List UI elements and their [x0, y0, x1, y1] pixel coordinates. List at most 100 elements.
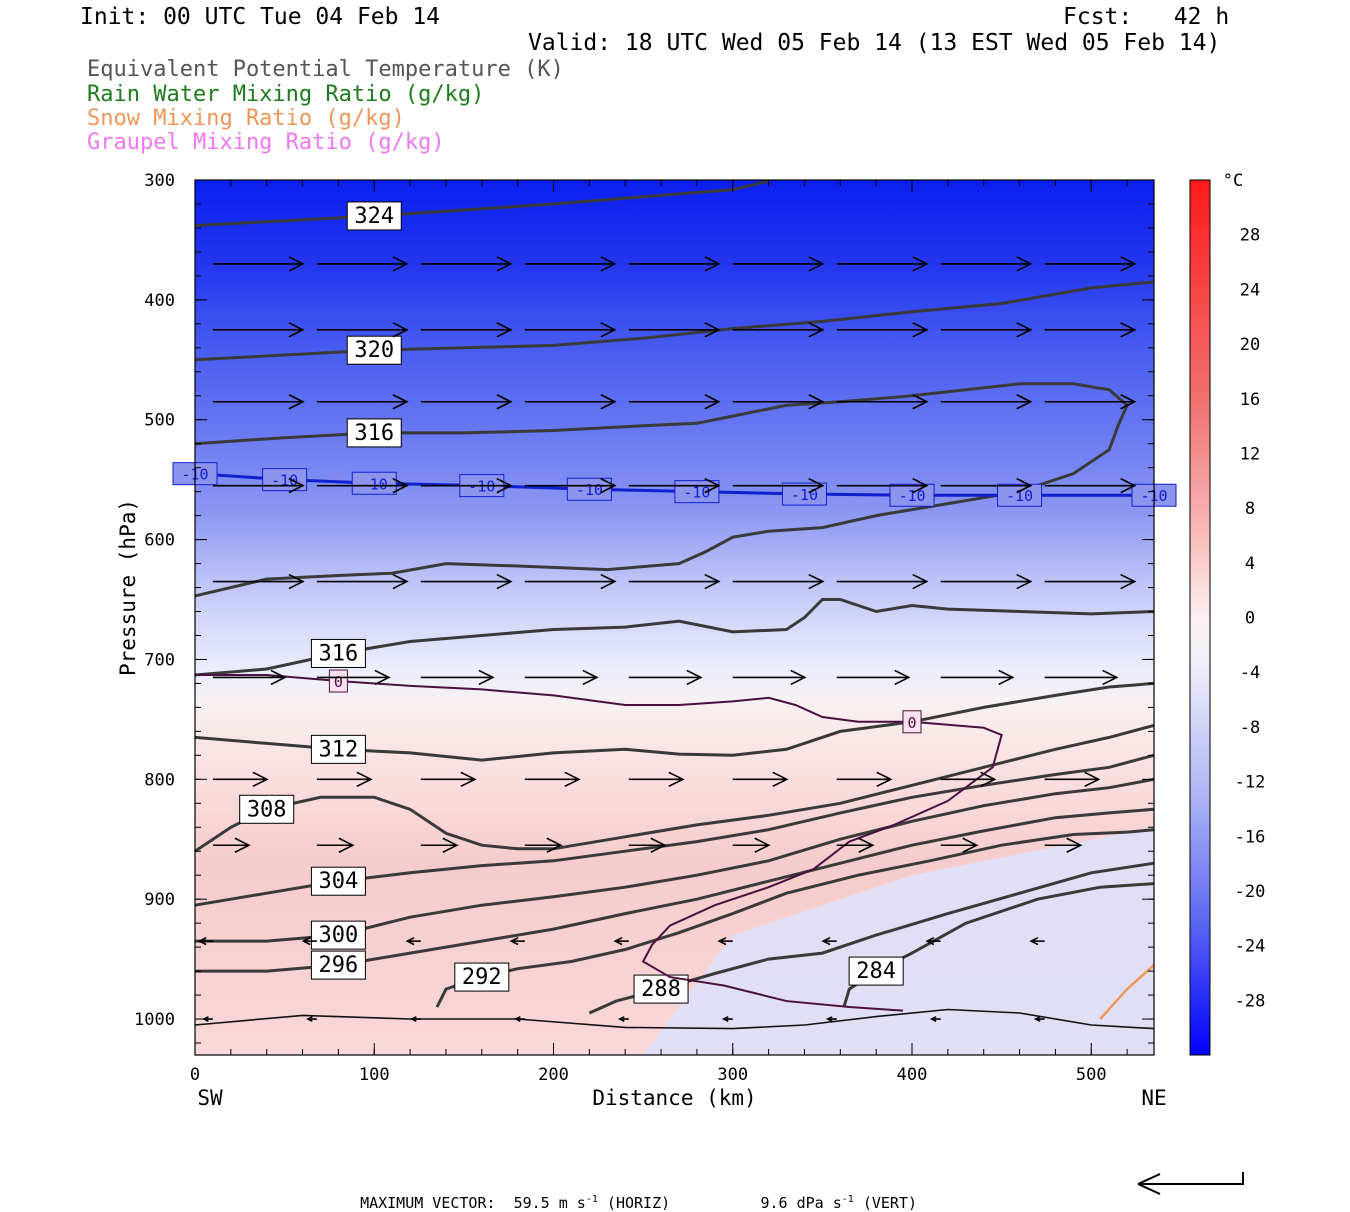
- colorbar-label: 16: [1240, 390, 1260, 410]
- wind-vector-head: [1016, 394, 1033, 410]
- isotherm-label-box: [997, 483, 1043, 507]
- isotherm-label-box: [889, 483, 935, 507]
- wind-vector-head: [613, 937, 623, 946]
- vert-unit: (VERT): [862, 1194, 917, 1212]
- theta-e-contour: [194, 598, 1155, 677]
- horiz-max-value: 59.5 m s: [513, 1194, 586, 1212]
- isotherm-label: -10: [791, 486, 818, 504]
- contour-label: 320: [354, 338, 394, 363]
- isotherm-label: 0: [334, 673, 343, 691]
- contour-label: 284: [856, 959, 896, 984]
- y-tick-label: 300: [144, 171, 175, 191]
- wind-vector-head: [460, 771, 477, 788]
- wind-vector-head: [821, 937, 831, 946]
- wind-vector-head: [1120, 477, 1137, 494]
- contour-label: 304: [319, 869, 359, 894]
- legend-snow: Snow Mixing Ratio (g/kg): [87, 106, 405, 131]
- wind-vector-head: [496, 394, 513, 410]
- wind-vector-head: [1120, 573, 1137, 590]
- contour-label: 292: [462, 965, 502, 990]
- wind-vector-head: [925, 937, 935, 946]
- isotherm-label-box: [328, 669, 348, 693]
- wind-vector-head: [1033, 1016, 1041, 1023]
- wind-vector-head: [668, 771, 685, 788]
- wind-vector-head: [808, 256, 825, 272]
- theta-e-contour: [194, 681, 1155, 762]
- x-tick-label: 300: [717, 1065, 748, 1085]
- wind-vector-head: [754, 837, 771, 853]
- max-vector-note: MAXIMUM VECTOR: 59.5 m s-1 (HORIZ) 9.6 d…: [342, 1176, 917, 1212]
- wind-vector-head: [808, 322, 825, 338]
- colorbar-label: -12: [1235, 773, 1266, 793]
- theta-e-contour: [194, 382, 1129, 598]
- wind-vector-head: [929, 1016, 937, 1023]
- wind-vector-head: [1016, 256, 1033, 272]
- contour-label: 324: [354, 204, 394, 229]
- contour-label-box: [310, 734, 366, 764]
- wind-vector-head: [825, 1016, 833, 1023]
- wind-vector-head: [704, 394, 721, 410]
- wind-vector-head: [478, 669, 495, 686]
- colorbar-label: -4: [1240, 663, 1260, 683]
- contour-label-box: [310, 866, 366, 896]
- wind-vector-head: [405, 937, 415, 946]
- max-vector-arrow-icon: [1137, 1172, 1244, 1195]
- contour-label: 308: [247, 797, 287, 822]
- isotherm-label-box: [566, 477, 612, 501]
- wind-vector-head: [1120, 322, 1137, 338]
- wind-vector-head: [514, 1016, 521, 1023]
- isotherm-label: -10: [1006, 487, 1033, 505]
- sw-label: SW: [197, 1086, 223, 1110]
- wind-vector-head: [998, 669, 1015, 686]
- wind-vector-head: [356, 771, 373, 788]
- wind-vector-head: [704, 573, 721, 590]
- isotherm-label-box: [351, 471, 397, 495]
- contour-label-box: [239, 794, 295, 824]
- contour-label: 288: [641, 977, 681, 1002]
- isotherm-label: -10: [361, 475, 388, 493]
- x-tick-label: 400: [897, 1065, 928, 1085]
- wind-vector-head: [858, 837, 875, 853]
- isotherm-zero: [195, 674, 1003, 1012]
- wind-vector-head: [704, 256, 721, 272]
- forecast-hour: Fcst: 42 h: [1063, 4, 1230, 30]
- wind-vector-head: [1066, 837, 1083, 853]
- colorbar-label: 24: [1240, 280, 1260, 300]
- wind-vector-head: [1120, 256, 1137, 272]
- isotherm-label-box: [902, 710, 922, 734]
- wind-vector-head: [564, 771, 581, 788]
- contour-label: 312: [319, 737, 359, 762]
- legend-rain: Rain Water Mixing Ratio (g/kg): [87, 82, 485, 107]
- wind-vector-head: [374, 669, 391, 686]
- y-tick-label: 600: [144, 531, 175, 551]
- wind-vector-head: [301, 937, 311, 946]
- contour-label: 296: [319, 953, 359, 978]
- colorbar-label: -20: [1235, 882, 1266, 902]
- contour-label-box: [310, 950, 366, 980]
- wind-vector-head: [288, 573, 305, 590]
- wind-vector-head: [442, 837, 459, 853]
- contour-label: 300: [319, 923, 359, 948]
- theta-e-contour: [842, 882, 1155, 1008]
- colorbar-label: 8: [1245, 499, 1255, 519]
- contour-label-box: [454, 962, 510, 992]
- wind-vector-head: [704, 477, 721, 494]
- wind-vector-head: [392, 477, 409, 494]
- isotherm-label: -10: [898, 487, 925, 505]
- isotherm-label: 0: [907, 714, 916, 732]
- wind-vector-head: [1016, 477, 1033, 494]
- wind-vector-head: [650, 837, 667, 853]
- contour-label-box: [346, 201, 402, 231]
- wind-vector-head: [1016, 322, 1033, 338]
- ne-label: NE: [1141, 1086, 1166, 1110]
- wind-vector-head: [582, 669, 599, 686]
- wind-vector-head: [338, 837, 355, 853]
- x-tick-label: 200: [538, 1065, 569, 1085]
- wind-vector-head: [894, 669, 911, 686]
- wind-vector-head: [912, 256, 929, 272]
- wind-vector-head: [509, 937, 519, 946]
- wind-vector-head: [270, 669, 287, 686]
- isotherm-minus10: [194, 472, 1154, 497]
- isotherm-label: -10: [576, 481, 603, 499]
